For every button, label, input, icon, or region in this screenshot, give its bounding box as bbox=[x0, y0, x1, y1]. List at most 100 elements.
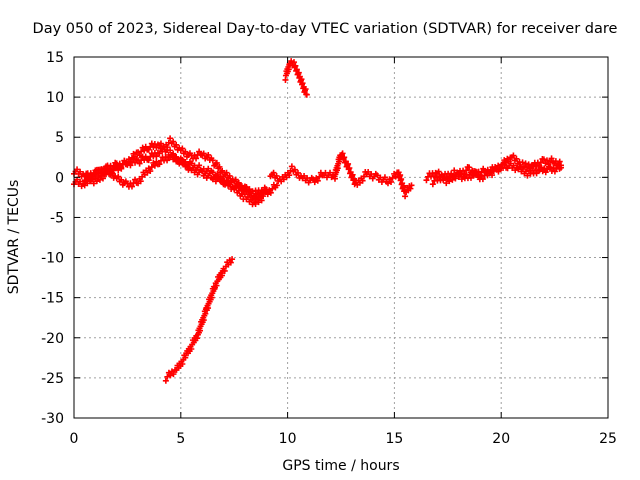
grid-lines bbox=[74, 57, 608, 418]
data-point-marker bbox=[190, 164, 197, 171]
data-point-marker bbox=[177, 155, 184, 162]
data-point-marker bbox=[543, 157, 550, 164]
data-series bbox=[429, 160, 565, 188]
data-point-marker bbox=[221, 267, 228, 274]
data-point-marker bbox=[551, 168, 558, 175]
data-point-marker bbox=[477, 172, 484, 179]
data-point-marker bbox=[118, 164, 125, 171]
data-point-marker bbox=[408, 182, 415, 189]
data-point-marker bbox=[554, 162, 561, 169]
data-point-marker bbox=[179, 145, 186, 152]
data-point-marker bbox=[466, 164, 473, 171]
x-tick-label: 25 bbox=[599, 431, 617, 447]
y-tick-label: -30 bbox=[41, 411, 64, 427]
data-point-marker bbox=[402, 193, 409, 200]
data-point-marker bbox=[127, 162, 134, 169]
data-point-marker bbox=[164, 157, 171, 164]
data-point-marker bbox=[246, 186, 253, 193]
data-point-marker bbox=[145, 157, 152, 164]
data-point-marker bbox=[513, 155, 520, 162]
data-point-marker bbox=[339, 150, 346, 157]
data-point-marker bbox=[288, 58, 295, 65]
data-point-marker bbox=[316, 173, 323, 180]
data-point-marker bbox=[223, 169, 230, 176]
data-point-marker bbox=[138, 148, 145, 155]
data-point-marker bbox=[110, 162, 117, 169]
data-point-marker bbox=[216, 163, 223, 170]
y-tick-label: 15 bbox=[46, 50, 64, 66]
data-point-marker bbox=[164, 373, 171, 380]
data-point-marker bbox=[516, 163, 523, 170]
data-point-marker bbox=[255, 194, 262, 201]
data-point-marker bbox=[115, 173, 122, 180]
data-point-marker bbox=[548, 155, 555, 162]
data-point-marker bbox=[206, 170, 213, 177]
data-point-marker bbox=[136, 152, 143, 159]
data-point-marker bbox=[179, 361, 186, 368]
data-point-marker bbox=[556, 158, 563, 165]
data-point-marker bbox=[314, 177, 321, 184]
data-point-marker bbox=[168, 151, 175, 158]
data-point-marker bbox=[137, 178, 144, 185]
data-point-marker bbox=[156, 161, 163, 168]
chart-title: Day 050 of 2023, Sidereal Day-to-day VTE… bbox=[33, 21, 618, 37]
data-point-marker bbox=[263, 186, 270, 193]
data-point-marker bbox=[345, 160, 352, 167]
data-point-marker bbox=[522, 160, 529, 167]
data-point-marker bbox=[525, 161, 532, 168]
data-point-marker bbox=[171, 154, 178, 161]
data-point-marker bbox=[273, 182, 280, 189]
data-point-marker bbox=[209, 157, 216, 164]
data-point-marker bbox=[77, 168, 84, 175]
y-tick-label: -25 bbox=[41, 371, 64, 387]
data-point-marker bbox=[151, 162, 158, 169]
data-point-marker bbox=[429, 181, 436, 188]
data-point-marker bbox=[167, 147, 174, 154]
data-point-marker bbox=[219, 167, 226, 174]
data-point-marker bbox=[269, 185, 276, 192]
data-point-marker bbox=[180, 158, 187, 165]
data-point-marker bbox=[286, 172, 293, 179]
data-point-marker bbox=[251, 192, 258, 199]
data-point-marker bbox=[205, 165, 212, 172]
data-point-marker bbox=[199, 168, 206, 175]
data-series bbox=[282, 58, 310, 98]
data-point-marker bbox=[510, 162, 517, 169]
data-point-marker bbox=[226, 172, 233, 179]
data-point-marker bbox=[437, 177, 444, 184]
data-point-marker bbox=[449, 173, 456, 180]
data-point-marker bbox=[519, 159, 526, 166]
data-point-marker bbox=[558, 164, 565, 171]
data-point-marker bbox=[255, 199, 262, 206]
data-point-marker bbox=[510, 152, 517, 159]
data-point-marker bbox=[519, 166, 526, 173]
data-point-marker bbox=[196, 162, 203, 169]
y-tick-label: 5 bbox=[55, 130, 64, 146]
data-point-marker bbox=[295, 69, 302, 76]
data-point-marker bbox=[89, 173, 96, 180]
data-point-marker bbox=[99, 175, 106, 182]
data-point-marker bbox=[303, 91, 310, 98]
y-tick-label: -20 bbox=[41, 331, 64, 347]
data-point-marker bbox=[291, 59, 298, 66]
data-point-marker bbox=[273, 172, 280, 179]
data-point-marker bbox=[298, 76, 305, 83]
data-point-marker bbox=[302, 86, 309, 93]
data-point-marker bbox=[237, 182, 244, 189]
data-point-marker bbox=[81, 177, 88, 184]
x-tick-label: 10 bbox=[279, 431, 297, 447]
data-point-marker bbox=[227, 259, 234, 266]
data-point-marker bbox=[145, 146, 152, 153]
data-point-marker bbox=[170, 138, 177, 145]
data-point-marker bbox=[294, 169, 301, 176]
data-point-marker bbox=[153, 153, 160, 160]
data-point-marker bbox=[103, 163, 110, 170]
data-point-marker bbox=[400, 182, 407, 189]
data-point-marker bbox=[389, 174, 396, 181]
data-point-marker bbox=[301, 172, 308, 179]
y-tick-label: 0 bbox=[55, 170, 64, 186]
data-point-marker bbox=[407, 185, 414, 192]
y-tick-label: 10 bbox=[46, 90, 64, 106]
data-point-marker bbox=[93, 178, 100, 185]
